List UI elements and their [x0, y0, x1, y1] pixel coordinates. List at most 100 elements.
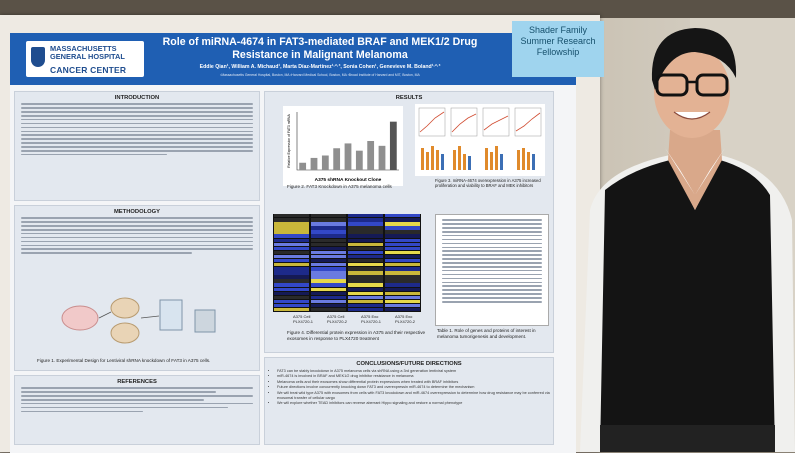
heatmap-cell [348, 271, 383, 275]
conclusions-panel: CONCLUSIONS/FUTURE DIRECTIONS FAT3 can b… [264, 357, 554, 445]
heatmap-cell [348, 234, 383, 238]
heatmap-cell [348, 258, 383, 263]
fig2-ylabel: Relative Expression of FAT3 mRNA [287, 114, 291, 168]
heatmap-cell [348, 275, 383, 279]
fig3-growth-curves [415, 104, 545, 176]
heatmap-cell [348, 218, 383, 222]
heatmap-cell [348, 226, 383, 230]
heatmap-cell [385, 226, 420, 230]
heatmap-cell [348, 238, 383, 242]
fig2-bar [389, 121, 397, 170]
heatmap-cell [348, 307, 383, 312]
heatmap-cell [385, 218, 420, 222]
heatmap-cell [385, 258, 420, 263]
shield-icon [31, 47, 45, 67]
heatmap-cell [274, 238, 309, 242]
heatmap-cell [348, 291, 383, 296]
heatmap-cell [311, 234, 346, 238]
methods-text-lines [15, 217, 259, 254]
heatmap-cell [311, 250, 346, 255]
heatmap-cell [348, 303, 383, 308]
heatmap-cell [274, 279, 309, 283]
heatmap-cell [311, 263, 346, 267]
fig2-bar [367, 141, 375, 170]
references-text-lines [15, 387, 259, 413]
heatmap-cell [385, 234, 420, 238]
heatmap-labels: A375 Cell PLX4720-1 A375 Cell PLX4720-2 … [293, 314, 423, 324]
intro-heading: INTRODUCTION [114, 95, 160, 101]
heatmap-cell [274, 226, 309, 230]
heatmap-cell [274, 242, 309, 247]
heatmap-cell [311, 307, 346, 312]
heatmap-cell [348, 267, 383, 271]
heatmap-cell [311, 291, 346, 296]
heatmap-cell [311, 246, 346, 251]
heatmap-cell [348, 230, 383, 234]
heatmap-cell [311, 230, 346, 234]
heatmap-cell [348, 250, 383, 255]
fig2-caption: Figure 2. FAT3 Knockdown in A375 melanom… [287, 184, 392, 189]
heatmap-cell [274, 303, 309, 308]
heatmap-cell [274, 246, 309, 251]
heatmap-cell [311, 267, 346, 271]
fig2-bar [321, 155, 329, 170]
heat-label: A375 Exo PLX4720-2 [395, 314, 416, 324]
table1-caption: Table 1. Role of genes and proteins of i… [437, 328, 536, 339]
heatmap-cell [348, 214, 383, 218]
mgh-logo: MASSACHUSETTS GENERAL HOSPITAL CANCER CE… [26, 41, 144, 77]
conclusion-item: We will explore whether TEAD inhibitors … [277, 401, 553, 406]
heatmap-cell [274, 295, 309, 300]
heatmap-cell [385, 303, 420, 308]
heatmap-cell [348, 222, 383, 226]
heatmap-cell [311, 226, 346, 230]
results-heading: RESULTS [395, 95, 423, 101]
heatmap-cell [311, 275, 346, 279]
heatmap-cell [385, 238, 420, 242]
heatmap-cell [385, 271, 420, 275]
fellowship-tag: Shader Family Summer Research Fellowship [512, 21, 604, 77]
heatmap-cell [274, 271, 309, 275]
heatmap-cell [311, 238, 346, 242]
heatmap-cell [311, 283, 346, 287]
fig4-caption: Figure 4. Differential protein expressio… [287, 330, 426, 341]
methods-panel: METHODOLOGY Figure 1. Experimental Desig… [14, 205, 260, 371]
heat-label: A375 Cell PLX4720-2 [327, 314, 348, 324]
heatmap-cell [311, 279, 346, 283]
poster-affiliations: ¹Massachusetts General Hospital, Boston,… [220, 73, 420, 77]
heatmap-cell [385, 267, 420, 271]
ceiling-strip [0, 0, 795, 18]
conclusion-item: Melanoma cells and their exosomes show d… [277, 380, 553, 385]
conclusions-list: FAT3 can be stably knockdown in A375 mel… [265, 369, 553, 407]
conclusion-item: We will treat wild type A375 with exosom… [277, 391, 553, 402]
heatmap-cell [274, 258, 309, 263]
intro-panel: INTRODUCTION [14, 91, 260, 201]
heatmap-cell [385, 263, 420, 267]
conclusion-item: FAT3 can be stably knockdown in A375 mel… [277, 369, 553, 374]
references-heading: REFERENCES [117, 379, 157, 385]
conclusion-item: Future directions involve concurrently k… [277, 385, 553, 390]
heatmap-cell [348, 287, 383, 291]
presenter-photo [580, 28, 795, 452]
heatmap-cell [348, 295, 383, 300]
heatmap-cell [348, 254, 383, 259]
heatmap-cell [274, 263, 309, 267]
heatmap-cell [385, 291, 420, 296]
heatmap-cell [274, 250, 309, 255]
poster-title: Role of miRNA-4674 in FAT3-mediated BRAF… [162, 36, 478, 61]
heatmap-cell [274, 267, 309, 271]
heatmap-cell [274, 283, 309, 287]
intro-text-lines [15, 103, 259, 156]
conclusions-heading: CONCLUSIONS/FUTURE DIRECTIONS [356, 361, 462, 367]
heatmap-cell [311, 303, 346, 308]
heatmap-cell [274, 214, 309, 218]
poster-board: MASSACHUSETTS GENERAL HOSPITAL CANCER CE… [0, 15, 600, 453]
logo-line-2: CANCER CENTER [50, 65, 127, 75]
heatmap-cell [385, 283, 420, 287]
heatmap-cell [311, 287, 346, 291]
heatmap-cell [385, 222, 420, 226]
fig2-bar [344, 143, 352, 170]
heatmap-cell [348, 279, 383, 283]
fig2-bar [310, 157, 318, 170]
heatmap-cell [385, 214, 420, 218]
heatmap-cell [274, 234, 309, 238]
